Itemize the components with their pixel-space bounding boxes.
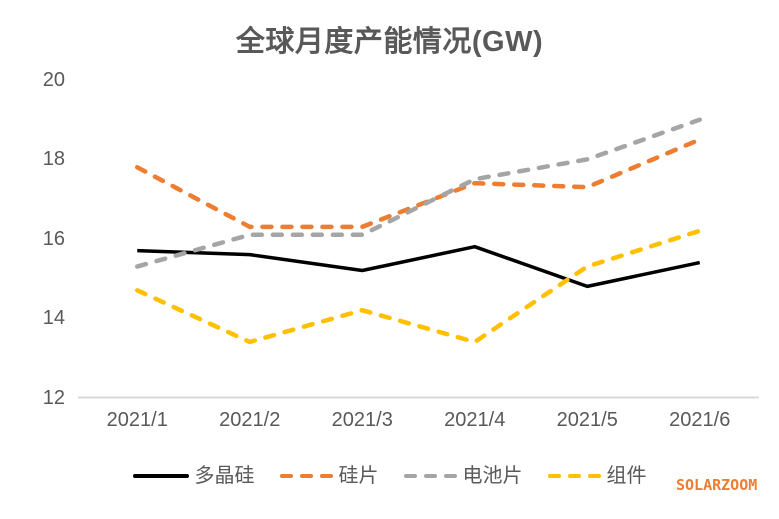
x-tick-label: 2021/4 [444,409,506,431]
legend-item-硅片: 硅片 [279,465,379,487]
legend-item-多晶硅: 多晶硅 [132,465,255,487]
y-tick-label: 14 [42,307,65,330]
x-tick-label: 2021/6 [669,409,731,431]
legend-dash-swatch [547,473,561,479]
legend-item-电池片: 电池片 [403,465,523,487]
series-line-硅片 [135,137,702,230]
x-tick-label: 2021/1 [106,409,168,431]
y-tick-label: 16 [42,227,65,250]
legend-line-sample [547,473,601,479]
legend-dash-swatch [423,473,437,479]
legend-label: 多晶硅 [194,465,255,487]
legend-label: 硅片 [338,465,379,487]
series-line-电池片 [135,117,702,269]
x-tick-label: 2021/2 [219,409,281,431]
legend-label: 组件 [606,465,647,487]
legend-dash-swatch [567,473,581,479]
y-tick-label: 20 [42,69,65,91]
legend-item-组件: 组件 [547,465,647,487]
legend-dash-swatch [443,473,457,479]
x-tick-label: 2021/3 [331,409,393,431]
legend-label: 电池片 [462,465,523,487]
legend-line-sample [132,474,189,478]
legend-dash-swatch [299,473,313,479]
watermark-logo: SOLARZOOM [676,476,758,494]
legend-line-sample [279,473,333,479]
legend-dash-swatch [587,473,601,479]
legend: 多晶硅 硅片 电池片 组件 [0,463,779,489]
x-tick-label: 2021/5 [556,409,618,431]
chart-title: 全球月度产能情况(GW) [235,26,544,58]
legend-line-sample [403,473,457,479]
legend-dash-swatch [279,473,293,479]
series-line-多晶硅 [137,244,701,289]
y-tick-label: 18 [42,148,65,171]
legend-dash-swatch [403,473,417,479]
series-line-组件 [135,228,702,345]
y-tick-label: 12 [42,386,65,409]
legend-dash-swatch [319,473,333,479]
